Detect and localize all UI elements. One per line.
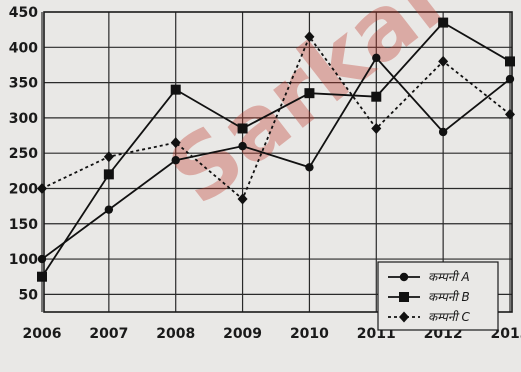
data-point	[505, 108, 515, 120]
x-tick-label: 2009	[223, 326, 262, 342]
data-point	[438, 17, 449, 28]
data-point	[104, 205, 114, 214]
data-point	[237, 123, 248, 134]
series-a	[37, 53, 515, 264]
data-point	[103, 151, 114, 163]
data-point	[170, 84, 181, 95]
legend: कम्पनी A कम्पनी B कम्पनी C	[377, 261, 499, 331]
axes: 50 100 150 200 250 300 350 400 450 2006 2007 2008 20…	[9, 5, 521, 342]
data-point	[171, 156, 180, 165]
data-point	[371, 122, 382, 134]
y-tick-label: 200	[9, 181, 38, 197]
legend-marker	[399, 272, 409, 282]
data-point	[304, 88, 315, 99]
x-tick-label: 2008	[156, 326, 195, 342]
data-point	[371, 91, 382, 102]
data-point	[438, 55, 449, 67]
data-point	[37, 271, 47, 282]
data-point	[37, 182, 47, 194]
y-tick-label: 250	[9, 146, 38, 162]
data-point	[170, 137, 181, 149]
x-tick-label: 2006	[23, 326, 62, 342]
data-point	[237, 193, 248, 205]
y-tick-label: 400	[9, 40, 38, 56]
plot-frame	[43, 11, 513, 313]
data-point	[438, 127, 448, 137]
x-tick-label: 2010	[290, 326, 329, 342]
series-lines	[37, 17, 515, 282]
y-tick-label: 50	[19, 287, 39, 303]
data-point	[505, 74, 515, 84]
legend-marker	[399, 292, 409, 302]
legend-box	[377, 261, 499, 331]
data-point	[37, 254, 47, 264]
series-line	[41, 21, 511, 278]
data-point	[372, 53, 381, 63]
data-point	[304, 31, 315, 43]
series-c	[37, 31, 515, 205]
data-point	[305, 163, 314, 172]
data-point	[238, 141, 247, 151]
grid-lines	[41, 12, 512, 312]
legend-marker	[399, 311, 409, 323]
series-line	[41, 56, 511, 260]
y-tick-label: 300	[9, 111, 38, 127]
legend-label: कम्पनी C	[428, 310, 470, 324]
legend-label: कम्पनी A	[428, 270, 470, 284]
y-tick-label: 100	[9, 252, 38, 268]
y-tick-label: 450	[9, 5, 38, 21]
data-point	[505, 56, 515, 67]
data-point	[103, 169, 114, 180]
series-line	[41, 34, 511, 201]
x-tick-label: 2007	[89, 326, 128, 342]
y-tick-label: 350	[9, 76, 38, 92]
y-tick-label: 150	[9, 217, 38, 233]
series-b	[37, 17, 515, 282]
legend-label: कम्पनी B	[428, 290, 470, 304]
